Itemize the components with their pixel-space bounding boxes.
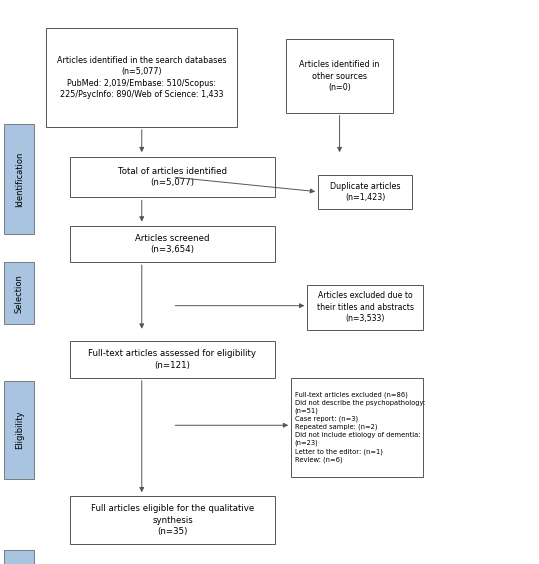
FancyBboxPatch shape	[291, 378, 423, 477]
Text: Articles excluded due to
their titles and abstracts
(n=3,533): Articles excluded due to their titles an…	[317, 292, 413, 323]
FancyBboxPatch shape	[4, 124, 34, 234]
Text: Total of articles identified
(n=5,077): Total of articles identified (n=5,077)	[118, 167, 227, 187]
Text: Identification: Identification	[15, 151, 24, 207]
FancyBboxPatch shape	[318, 175, 412, 209]
FancyBboxPatch shape	[70, 157, 275, 197]
FancyBboxPatch shape	[307, 285, 423, 330]
FancyBboxPatch shape	[4, 550, 34, 564]
Text: Duplicate articles
(n=1,423): Duplicate articles (n=1,423)	[330, 182, 400, 202]
Text: Articles screened
(n=3,654): Articles screened (n=3,654)	[135, 233, 210, 254]
Text: Full-text articles excluded (n=86)
Did not describe the psychopathology:
(n=51)
: Full-text articles excluded (n=86) Did n…	[295, 391, 425, 463]
Text: Selection: Selection	[15, 274, 24, 312]
Text: Full-text articles assessed for eligibility
(n=121): Full-text articles assessed for eligibil…	[88, 349, 257, 370]
FancyBboxPatch shape	[70, 496, 275, 544]
FancyBboxPatch shape	[46, 28, 237, 127]
Text: Full articles eligible for the qualitative
synthesis
(n=35): Full articles eligible for the qualitati…	[91, 504, 254, 536]
FancyBboxPatch shape	[4, 381, 34, 479]
FancyBboxPatch shape	[70, 341, 275, 378]
Text: Eligibility: Eligibility	[15, 411, 24, 450]
FancyBboxPatch shape	[286, 39, 393, 113]
FancyBboxPatch shape	[4, 262, 34, 324]
Text: Articles identified in the search databases
(n=5,077)
PubMed: 2,019/Embase: 510/: Articles identified in the search databa…	[57, 56, 226, 99]
FancyBboxPatch shape	[70, 226, 275, 262]
Text: Articles identified in
other sources
(n=0): Articles identified in other sources (n=…	[299, 60, 380, 92]
